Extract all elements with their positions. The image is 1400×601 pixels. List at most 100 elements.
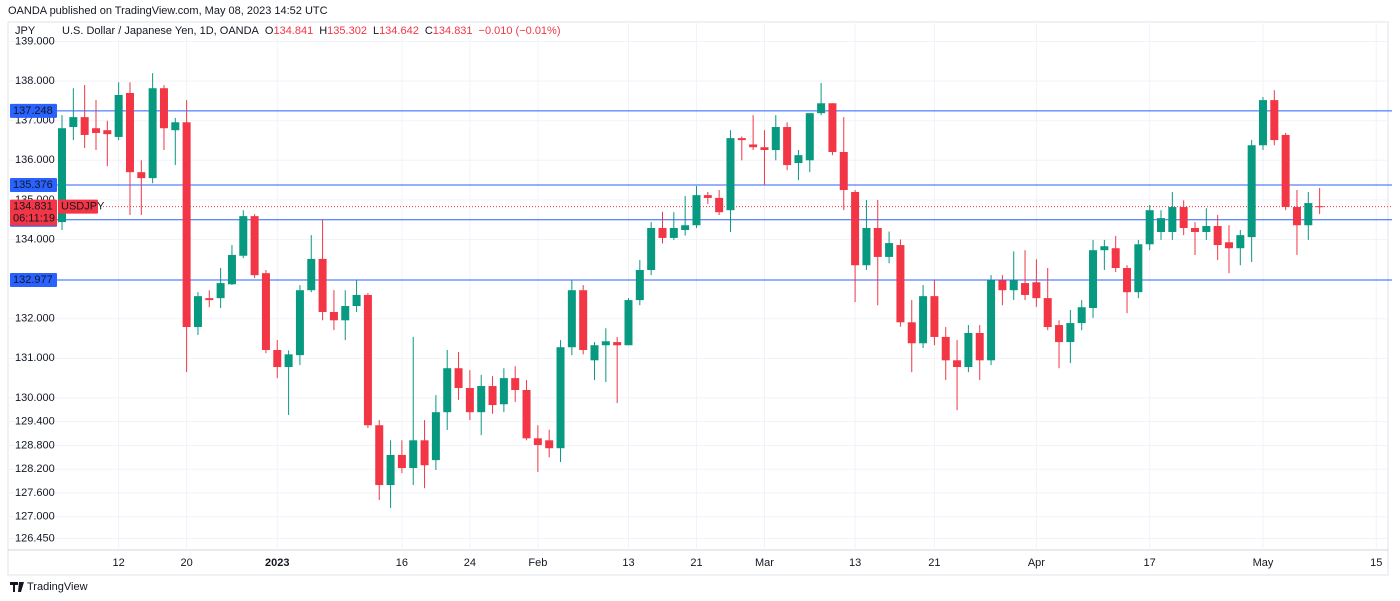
x-tick-label: 13: [849, 557, 861, 569]
candle-body: [1304, 203, 1313, 226]
candle-body: [307, 258, 316, 291]
candle-body: [998, 280, 1007, 291]
candle-body: [148, 88, 157, 179]
candle-body: [1202, 226, 1211, 232]
candle-body: [692, 195, 701, 226]
x-tick-label: 13: [622, 557, 634, 569]
ohlc-value: 134.841: [273, 25, 313, 37]
candle-body: [703, 195, 712, 198]
candle-body: [1055, 325, 1064, 343]
candle-body: [1032, 282, 1041, 299]
candle-body: [1270, 100, 1279, 141]
level-label: 132.977: [13, 274, 53, 286]
ohlc-label: O: [265, 25, 274, 37]
candle-body: [896, 245, 905, 323]
candle-body: [545, 440, 554, 449]
candle-body: [273, 350, 282, 368]
candle-body: [488, 386, 497, 406]
level-tag: [10, 178, 57, 193]
y-tick-label: 130.000: [15, 392, 55, 404]
y-tick-label: 126.450: [15, 532, 55, 544]
price-label: 134.831: [13, 201, 53, 213]
x-tick-label: 16: [396, 557, 408, 569]
candle-body: [1009, 280, 1018, 291]
candle-body: [91, 128, 100, 133]
y-tick-label: 139.000: [15, 35, 55, 47]
candle-body: [805, 113, 814, 161]
candle-body: [681, 225, 690, 230]
candle-body: [1100, 246, 1109, 251]
y-tick-label: 131.000: [15, 352, 55, 364]
x-tick-label: 15: [1370, 557, 1382, 569]
x-tick-label: 21: [928, 557, 940, 569]
candle-body: [1123, 268, 1132, 293]
ohlc-label: L: [373, 25, 379, 37]
candle-body: [964, 332, 973, 368]
x-tick-label: 12: [113, 557, 125, 569]
candle-body: [1258, 100, 1267, 146]
candle-body: [397, 454, 406, 469]
candle-body: [783, 127, 792, 166]
candle-body: [647, 228, 656, 270]
candle-body: [1043, 298, 1052, 328]
symbol-label: USDJPY: [61, 201, 105, 213]
y-tick-label: 127.000: [15, 511, 55, 523]
candle-body: [431, 412, 440, 461]
candle-body: [137, 172, 146, 179]
candle-body: [737, 138, 746, 141]
candle-body: [386, 454, 395, 486]
candle-body: [533, 438, 542, 446]
currency-label: JPY: [15, 25, 36, 37]
candle-body: [363, 294, 372, 426]
tv-logo: [10, 582, 24, 592]
candle-body: [114, 94, 123, 137]
candle-body: [159, 88, 168, 129]
ohlc-value: 134.831: [433, 25, 473, 37]
candle-body: [125, 92, 134, 173]
footer-brand: TradingView: [27, 581, 88, 593]
candle-body: [839, 151, 848, 190]
candle-body: [261, 273, 270, 350]
candle-body: [851, 191, 860, 266]
level-tag: [10, 103, 57, 118]
candle-body: [556, 347, 565, 449]
x-tick-label: 21: [690, 557, 702, 569]
candle-body: [1134, 244, 1143, 293]
candle-body: [477, 386, 486, 413]
candle-body: [284, 354, 293, 368]
candle-body: [295, 290, 304, 356]
candle-body: [873, 228, 882, 257]
level-label: 135.376: [13, 179, 53, 191]
level-label: 137.248: [13, 105, 53, 117]
candle-body: [1089, 250, 1098, 309]
candle-body: [760, 147, 769, 150]
candle-body: [601, 341, 610, 346]
candle-body: [250, 216, 259, 276]
candle-body: [953, 360, 962, 368]
candle-body: [329, 311, 338, 321]
candle-body: [216, 283, 225, 299]
candle-body: [1191, 228, 1199, 232]
candle-body: [1145, 210, 1154, 245]
candle-body: [420, 440, 429, 466]
x-tick-label: Feb: [528, 557, 547, 569]
candle-body: [907, 322, 916, 344]
level-layer: [55, 110, 1392, 281]
candle-body: [69, 117, 78, 128]
candle-body: [58, 128, 66, 223]
candle-body: [352, 294, 361, 307]
candle-body: [1077, 307, 1086, 324]
candle-body: [987, 280, 996, 361]
candle-body: [239, 216, 248, 256]
candle-body: [341, 306, 350, 321]
label-layer: 139.000138.000137.000136.000135.000134.0…: [10, 35, 1382, 569]
candle-body: [1281, 134, 1290, 208]
candle-body: [227, 254, 236, 285]
candle-body: [375, 425, 384, 486]
candle-body: [318, 258, 327, 312]
candle-body: [624, 300, 633, 346]
candle-body: [1157, 218, 1166, 232]
candle-body: [182, 122, 191, 328]
candle-body: [1179, 207, 1188, 229]
